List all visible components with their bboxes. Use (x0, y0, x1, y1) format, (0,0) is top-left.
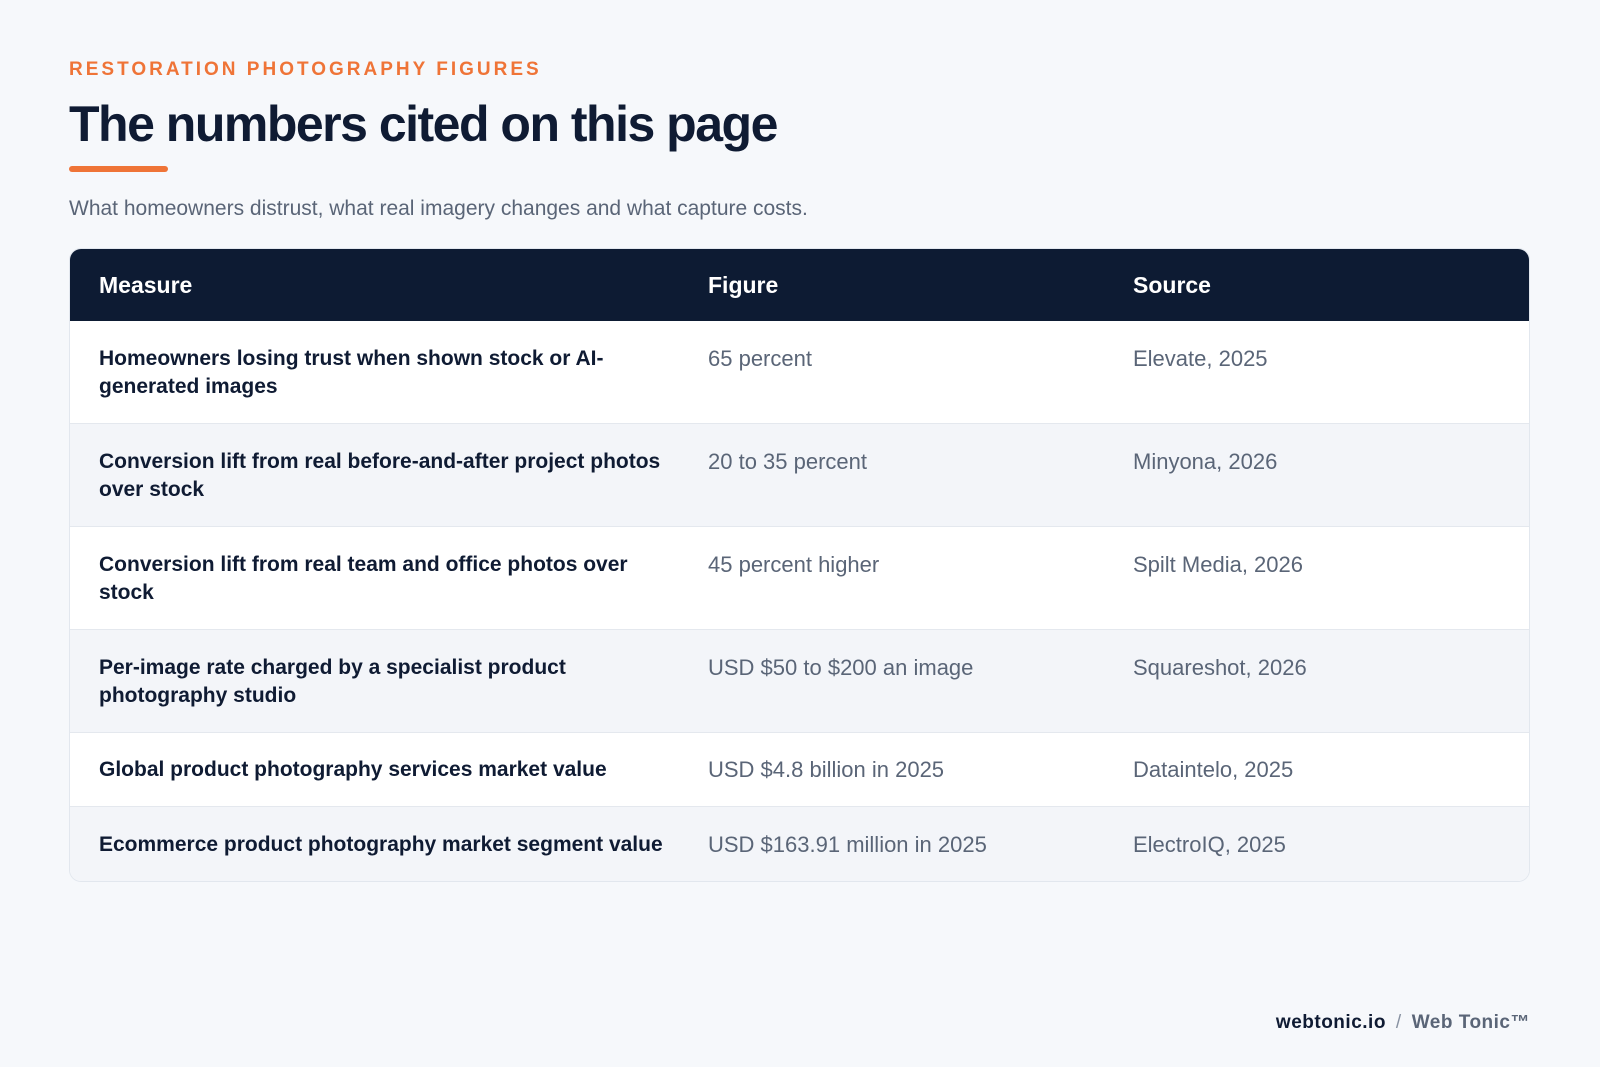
table-row: Conversion lift from real team and offic… (70, 526, 1529, 630)
cell-measure: Homeowners losing trust when shown stock… (99, 347, 604, 398)
page-subtitle: What homeowners distrust, what real imag… (69, 197, 808, 220)
cell-measure: Per-image rate charged by a specialist p… (99, 656, 566, 707)
cell-source: Squareshot, 2026 (1133, 655, 1307, 680)
footer-credit: webtonic.io / Web Tonic™ (1276, 1012, 1530, 1034)
cell-source: Spilt Media, 2026 (1133, 552, 1303, 577)
cell-source: Elevate, 2025 (1133, 346, 1268, 371)
cell-source: ElectroIQ, 2025 (1133, 832, 1286, 857)
column-header-measure: Measure (99, 271, 193, 298)
cell-figure: 20 to 35 percent (708, 449, 868, 474)
page-title: The numbers cited on this page (69, 96, 778, 152)
table-row: Global product photography services mark… (70, 732, 1529, 807)
table-row: Ecommerce product photography market seg… (70, 806, 1529, 881)
cell-measure: Conversion lift from real team and offic… (99, 553, 628, 604)
table-header-row: Measure Figure Source (70, 249, 1529, 321)
cell-source: Minyona, 2026 (1133, 449, 1278, 474)
column-header-figure: Figure (708, 271, 779, 298)
figures-table: Measure Figure Source Homeowners losing … (70, 249, 1529, 881)
title-accent-bar (69, 166, 168, 172)
table-row: Homeowners losing trust when shown stock… (70, 321, 1529, 424)
cell-figure: USD $4.8 billion in 2025 (708, 757, 945, 782)
table-row: Conversion lift from real before-and-aft… (70, 423, 1529, 527)
cell-figure: USD $163.91 million in 2025 (708, 832, 987, 857)
footer-separator: / (1395, 1012, 1402, 1033)
column-header-source: Source (1133, 271, 1211, 298)
figures-table-card: Measure Figure Source Homeowners losing … (69, 248, 1530, 882)
footer-brand: Web Tonic™ (1411, 1012, 1530, 1033)
eyebrow-label: RESTORATION PHOTOGRAPHY FIGURES (69, 59, 542, 80)
cell-figure: 65 percent (708, 346, 812, 371)
table-header: Measure Figure Source (70, 249, 1529, 321)
table-body: Homeowners losing trust when shown stock… (70, 321, 1529, 881)
cell-measure: Conversion lift from real before-and-aft… (99, 450, 661, 501)
cell-source: Dataintelo, 2025 (1133, 757, 1294, 782)
cell-figure: USD $50 to $200 an image (708, 655, 974, 680)
table-row: Per-image rate charged by a specialist p… (70, 629, 1529, 733)
cell-measure: Global product photography services mark… (99, 758, 607, 781)
cell-measure: Ecommerce product photography market seg… (99, 833, 663, 856)
footer-site: webtonic.io (1275, 1012, 1386, 1033)
cell-figure: 45 percent higher (708, 552, 880, 577)
